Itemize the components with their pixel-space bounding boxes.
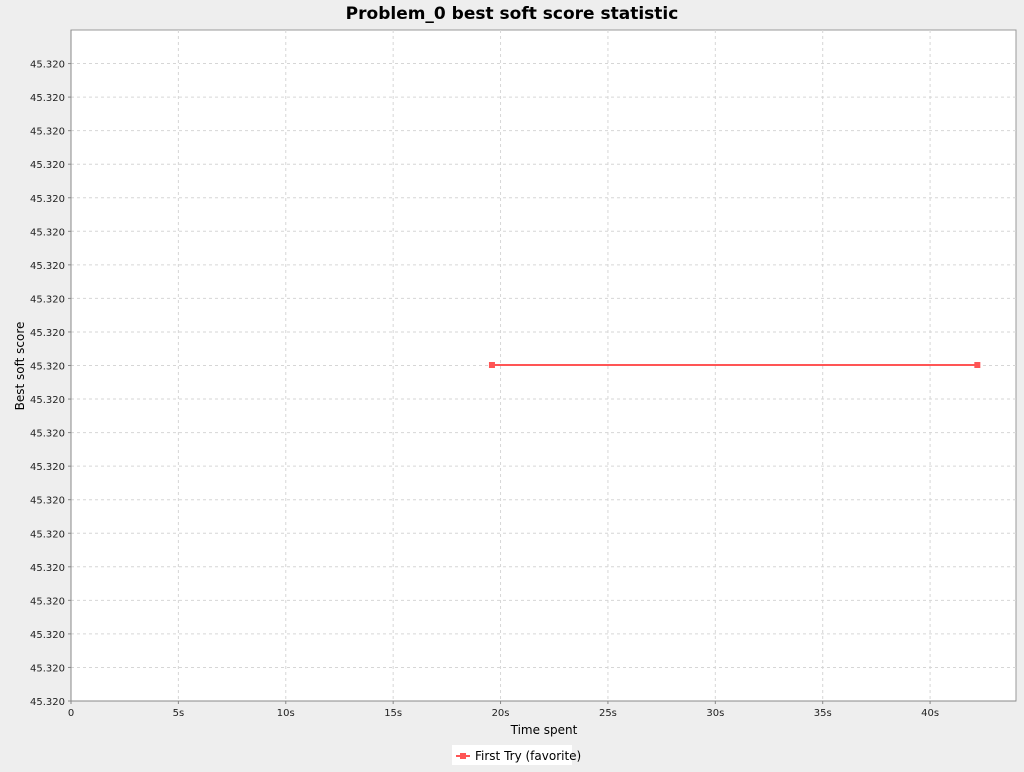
y-tick-label: 45.320 bbox=[30, 630, 65, 641]
x-tick-label: 30s bbox=[706, 708, 724, 719]
x-tick-label: 10s bbox=[277, 708, 295, 719]
y-tick-label: 45.320 bbox=[30, 429, 65, 440]
x-tick-label: 40s bbox=[921, 708, 939, 719]
y-tick-label: 45.320 bbox=[30, 93, 65, 104]
y-tick-label: 45.320 bbox=[30, 160, 65, 171]
legend: First Try (favorite) bbox=[452, 745, 581, 765]
legend-swatch-marker bbox=[460, 753, 466, 759]
y-tick-label: 45.320 bbox=[30, 663, 65, 674]
y-tick-label: 45.320 bbox=[30, 227, 65, 238]
y-tick-label: 45.320 bbox=[30, 127, 65, 138]
y-axis-ticks: 45.320 45.320 45.320 45.320 45.320 45.320 45.3… bbox=[30, 60, 71, 708]
x-axis-label: Time spent bbox=[510, 723, 578, 737]
legend-label: First Try (favorite) bbox=[475, 749, 581, 763]
series-layer bbox=[488, 362, 981, 368]
y-tick-label: 45.320 bbox=[30, 697, 65, 708]
y-tick-label: 45.320 bbox=[30, 529, 65, 540]
y-tick-label: 45.320 bbox=[30, 294, 65, 305]
data-point bbox=[488, 362, 495, 368]
x-tick-label: 5s bbox=[173, 708, 185, 719]
y-tick-label: 45.320 bbox=[30, 328, 65, 339]
y-tick-label: 45.320 bbox=[30, 362, 65, 373]
legend-box bbox=[452, 745, 572, 765]
y-tick-label: 45.320 bbox=[30, 60, 65, 71]
y-axis-label: Best soft score bbox=[13, 322, 27, 411]
data-point bbox=[974, 362, 981, 368]
grid-layer bbox=[71, 30, 1016, 701]
y-tick-label: 45.320 bbox=[30, 261, 65, 272]
y-tick-label: 45.320 bbox=[30, 563, 65, 574]
y-tick-label: 45.320 bbox=[30, 596, 65, 607]
chart-title: Problem_0 best soft score statistic bbox=[346, 4, 679, 24]
x-axis-ticks: 0 5s 10s 15s 20s 25s 30s 35s 40s bbox=[68, 701, 939, 719]
y-tick-label: 45.320 bbox=[30, 462, 65, 473]
x-tick-label: 15s bbox=[384, 708, 402, 719]
x-tick-label: 25s bbox=[599, 708, 617, 719]
y-tick-label: 45.320 bbox=[30, 395, 65, 406]
y-tick-label: 45.320 bbox=[30, 194, 65, 205]
x-tick-label: 0 bbox=[68, 708, 74, 719]
y-tick-label: 45.320 bbox=[30, 496, 65, 507]
x-tick-label: 20s bbox=[492, 708, 510, 719]
x-tick-label: 35s bbox=[814, 708, 832, 719]
